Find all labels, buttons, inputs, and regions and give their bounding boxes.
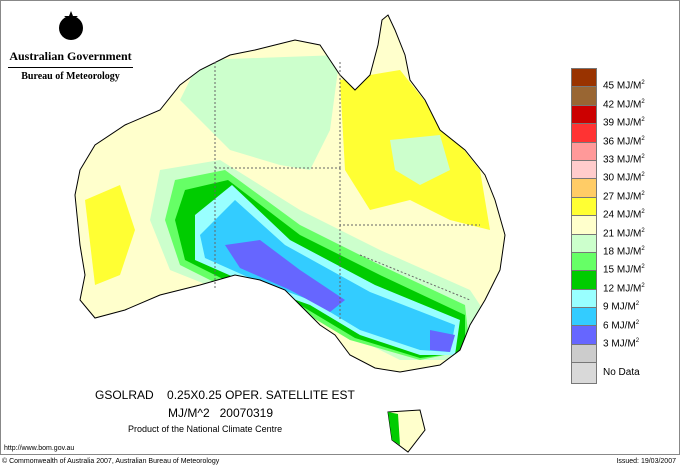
legend-swatch xyxy=(571,233,597,252)
zone-24-wa xyxy=(85,185,135,285)
legend-label-sup: 2 xyxy=(635,338,640,344)
product-credit: Product of the National Climate Centre xyxy=(128,424,283,434)
legend-label: 42 MJ/M2 xyxy=(603,99,645,110)
legend-label: 24 MJ/M2 xyxy=(603,209,645,220)
legend-label-text: 21 MJ/M xyxy=(603,227,642,239)
legend-label: 30 MJ/M2 xyxy=(603,172,645,183)
coastline xyxy=(74,14,506,373)
zone-6 xyxy=(200,200,455,352)
legend-label-text: 27 MJ/M xyxy=(603,191,642,203)
legend-label-sup: 2 xyxy=(641,154,645,160)
tasmania-west xyxy=(388,412,400,445)
legend-label-sup: 2 xyxy=(641,190,645,197)
legend-label-sup: 2 xyxy=(635,319,640,326)
legend-label-sup: 2 xyxy=(641,135,645,142)
legend-label-sup: 2 xyxy=(641,264,645,271)
legend-label-text: 9 MJ/M xyxy=(603,301,636,313)
legend-swatch xyxy=(571,196,597,216)
copyright: © Commonwealth of Australia 2007, Austra… xyxy=(2,458,220,465)
coat-of-arms-icon xyxy=(58,11,83,40)
legend-label-text: 39 MJ/M xyxy=(603,117,642,129)
agency-name: Australian Government xyxy=(9,49,132,63)
legend-swatch xyxy=(571,123,597,142)
bureau-name: Bureau of Meteorology xyxy=(8,67,133,82)
legend-label-text: 36 MJ/M xyxy=(603,135,642,147)
issued-date: Issued: 19/03/2007 xyxy=(616,458,676,465)
legend-label-text: 30 MJ/M xyxy=(603,172,642,184)
legend-swatch xyxy=(571,68,597,87)
legend-label: 3 MJ/M2 xyxy=(603,338,639,349)
government-logo: Australian Government Bureau of Meteorol… xyxy=(8,10,133,82)
legend-label-text: 12 MJ/M xyxy=(603,283,642,295)
legend-label: 15 MJ/M2 xyxy=(603,264,645,275)
legend-swatch xyxy=(571,86,597,105)
legend-label-text: 45 MJ/M xyxy=(603,80,642,92)
legend-label-text: 33 MJ/M xyxy=(603,154,642,166)
map-units-date: MJ/M^2 20070319 xyxy=(168,406,274,420)
map-title: GSOLRAD 0.25X0.25 OPER. SATELLITE EST xyxy=(95,388,355,402)
zone-3-east xyxy=(430,330,455,352)
zone-18-north xyxy=(180,55,340,170)
legend-label: 45 MJ/M2 xyxy=(603,80,645,91)
legend-label: 12 MJ/M2 xyxy=(603,283,645,294)
legend-label-text: 24 MJ/M xyxy=(603,209,642,221)
legend-label-sup: 2 xyxy=(635,301,640,308)
legend: 45 MJ/M2 42 MJ/M2 39 MJ/M2 36 MJ/M2 33 MJ/M2… xyxy=(571,68,645,385)
legend-swatch xyxy=(571,325,597,344)
zone-18-qld xyxy=(390,135,450,185)
legend-swatch xyxy=(571,104,597,124)
legend-label: 36 MJ/M2 xyxy=(603,136,645,147)
legend-swatch xyxy=(571,343,597,363)
legend-label-text: 42 MJ/M xyxy=(603,99,642,111)
legend-label-sup: 2 xyxy=(641,98,645,105)
legend-swatch xyxy=(571,159,597,179)
legend-label: 9 MJ/M2 xyxy=(603,301,639,312)
legend-label-nodata: No Data xyxy=(603,367,640,379)
legend-swatch-nodata xyxy=(571,362,597,385)
legend-label-text: 6 MJ/M xyxy=(603,319,636,331)
legend-swatch xyxy=(571,215,597,234)
legend-swatch xyxy=(571,307,597,326)
legend-label-sup: 2 xyxy=(641,282,645,289)
bom-url-link[interactable]: http://www.bom.gov.au xyxy=(4,445,75,452)
legend-label: 39 MJ/M2 xyxy=(603,117,645,128)
legend-swatch xyxy=(571,178,597,197)
legend-swatch xyxy=(571,270,597,289)
legend-label: 6 MJ/M2 xyxy=(603,320,639,331)
legend-swatch xyxy=(571,288,597,308)
legend-label: 33 MJ/M2 xyxy=(603,154,645,165)
legend-label: 27 MJ/M2 xyxy=(603,191,645,202)
legend-label-text: 18 MJ/M xyxy=(603,246,642,258)
legend-label-sup: 2 xyxy=(641,80,645,87)
legend-label-sup: 2 xyxy=(641,246,645,252)
legend-label-text: 15 MJ/M xyxy=(603,264,642,276)
legend-label: 21 MJ/M2 xyxy=(603,228,645,239)
state-borders xyxy=(214,62,480,320)
legend-swatch xyxy=(571,141,597,160)
legend-label-sup: 2 xyxy=(641,227,645,234)
zone-3 xyxy=(225,240,345,312)
legend-label: 18 MJ/M2 xyxy=(603,246,645,257)
legend-swatch xyxy=(571,251,597,271)
legend-label-sup: 2 xyxy=(641,172,645,179)
legend-label-text: 3 MJ/M xyxy=(603,338,636,350)
legend-label-sup: 2 xyxy=(641,117,645,124)
legend-label-sup: 2 xyxy=(641,209,645,216)
